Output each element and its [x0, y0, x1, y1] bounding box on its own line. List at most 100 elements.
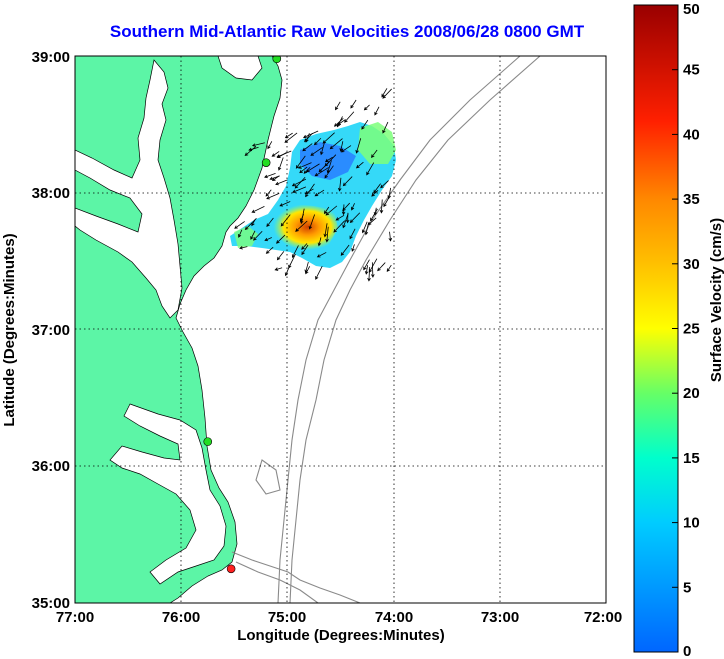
velocity-arrow — [367, 267, 371, 282]
velocity-arrow — [264, 237, 272, 242]
velocity-arrow — [377, 262, 386, 272]
pamlico-sound — [109, 403, 227, 585]
colorbar-tick-label: 45 — [683, 62, 700, 79]
velocity-arrow — [314, 189, 325, 197]
colorbar-tick-label: 30 — [683, 256, 700, 273]
velocity-arrow — [324, 165, 334, 179]
velocity-arrow — [371, 190, 379, 197]
velocity-arrow — [279, 201, 291, 207]
velocity-arrow — [335, 214, 345, 221]
velocity-arrow — [251, 142, 265, 147]
velocity-arrow — [280, 214, 291, 227]
velocity-arrow — [302, 130, 319, 139]
chesapeake-bay — [75, 59, 183, 319]
velocity-arrow — [340, 244, 350, 256]
velocity-arrow — [244, 146, 257, 157]
velocity-arrow — [299, 213, 304, 223]
velocity-vectors — [234, 88, 393, 282]
velocity-arrow — [320, 141, 326, 156]
velocity-arrow — [294, 176, 306, 189]
velocity-arrow — [251, 206, 265, 213]
colorbar-tick-label: 20 — [683, 385, 700, 402]
velocity-arrow — [317, 237, 322, 247]
x-tick-label: 74:00 — [375, 609, 413, 626]
y-tick-label: 37:00 — [32, 322, 70, 339]
velocity-arrow — [234, 221, 245, 229]
velocity-arrow — [349, 212, 361, 224]
velocity-arrow — [303, 167, 311, 174]
y-axis-label: Latitude (Degrees:Minutes) — [1, 233, 18, 426]
velocity-arrow — [239, 246, 248, 250]
velocity-arrow — [349, 228, 356, 240]
velocity-arrow — [324, 154, 337, 167]
y-tick-label: 36:00 — [32, 458, 70, 475]
velocity-arrow — [301, 243, 308, 250]
grid-lines — [75, 56, 606, 603]
x-tick-label: 76:00 — [162, 609, 200, 626]
velocity-arrow — [267, 141, 273, 150]
velocity-arrow — [364, 265, 369, 275]
velocity-arrow — [337, 177, 342, 192]
velocity-arrow — [298, 162, 312, 169]
velocity-arrow — [340, 145, 352, 153]
velocity-arrow — [275, 179, 288, 186]
velocity-arrow — [355, 138, 362, 154]
velocity-arrow — [335, 101, 341, 111]
velocity-arrow — [326, 160, 332, 174]
velocity-arrow — [310, 147, 323, 156]
velocity-arrow — [342, 213, 349, 229]
velocity-arrow — [291, 245, 299, 259]
velocity-arrow — [253, 230, 263, 241]
velocity-arrow — [324, 156, 333, 163]
y-tick-label: 39:00 — [32, 49, 70, 66]
velocity-arrow — [388, 231, 393, 242]
x-axis-label: Longitude (Degrees:Minutes) — [237, 627, 445, 644]
velocity-arrow — [323, 223, 328, 238]
velocity-arrow — [274, 267, 283, 271]
plot-frame — [74, 55, 607, 604]
velocity-arrow — [382, 121, 389, 134]
delaware-bay — [217, 56, 263, 81]
velocity-arrow — [305, 266, 311, 275]
bathymetry-contours — [231, 56, 541, 603]
colorbar-tick-label: 0 — [683, 643, 691, 659]
velocity-arrow — [264, 172, 276, 179]
velocity-arrow — [371, 262, 375, 278]
velocity-arrow — [361, 119, 369, 130]
velocity-arrow — [329, 138, 343, 150]
velocity-arrow — [266, 217, 274, 228]
velocity-arrow — [276, 152, 287, 159]
colorbar-ticks: 0 5 10 15 20 25 30 35 40 45 50 — [672, 1, 700, 659]
station-marker-green — [261, 158, 271, 167]
velocity-arrow — [271, 151, 280, 157]
velocity-arrow — [316, 252, 327, 258]
velocity-arrow — [325, 205, 338, 216]
velocity-arrow — [350, 99, 357, 109]
velocity-arrow — [244, 218, 257, 231]
velocity-arrow — [295, 220, 308, 232]
velocity-arrow — [373, 207, 378, 216]
x-tick-label: 77:00 — [56, 609, 94, 626]
velocity-arrow — [238, 229, 243, 238]
velocity-arrow — [333, 220, 346, 233]
velocity-arrow — [266, 193, 280, 200]
velocity-arrow — [276, 251, 285, 261]
colorbar: 0 5 10 15 20 25 30 35 40 45 50 Surface Velocity (c… — [633, 1, 724, 659]
y-tick-label: 35:00 — [32, 595, 70, 612]
x-tick-label: 75:00 — [268, 609, 306, 626]
velocity-arrow — [339, 141, 344, 152]
velocity-arrow — [292, 186, 307, 193]
colorbar-tick-label: 5 — [683, 579, 691, 596]
colorbar-tick-label: 50 — [683, 1, 700, 18]
velocity-field — [230, 122, 396, 268]
velocity-arrow — [361, 221, 368, 234]
y-tick-label: 38:00 — [32, 185, 70, 202]
stations — [203, 56, 282, 574]
velocity-arrow — [337, 119, 346, 126]
station-marker-green — [203, 437, 213, 446]
velocity-arrow — [314, 167, 329, 177]
station-marker-red — [226, 564, 236, 574]
x-axis: 77:00 76:00 75:00 74:00 73:00 72:00 Long… — [56, 609, 622, 644]
velocity-arrow — [371, 149, 378, 158]
velocity-arrow — [363, 104, 370, 111]
